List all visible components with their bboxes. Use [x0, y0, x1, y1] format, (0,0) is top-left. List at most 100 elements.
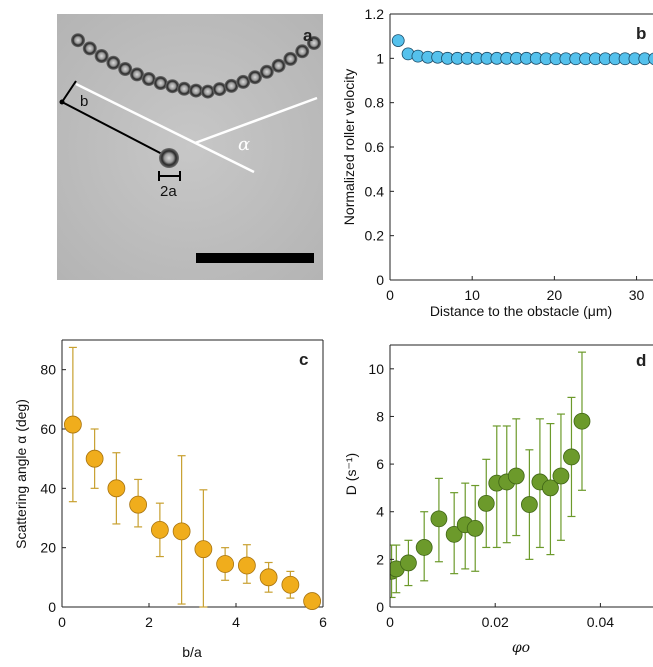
d-data-point	[445, 525, 463, 543]
c-data-point	[303, 592, 322, 610]
d-data-point	[573, 412, 591, 430]
chain-bead	[283, 51, 298, 66]
chain-bead	[295, 44, 310, 59]
scale-bar	[196, 253, 314, 263]
impact-point	[59, 99, 65, 105]
d-y-tick-label: 6	[376, 456, 384, 472]
b-y-tick-label: 0.8	[365, 95, 385, 111]
c-data-point	[63, 415, 82, 434]
c-y-tick-label: 80	[40, 362, 56, 378]
b-x-axis-label: Distance to the obstacle (μm)	[430, 303, 612, 319]
c-data-point	[194, 540, 213, 559]
c-data-point	[172, 522, 191, 541]
chain-bead	[94, 49, 109, 63]
c-x-tick-label: 0	[58, 614, 66, 630]
chain-bead	[71, 33, 85, 48]
d-data-point	[507, 467, 525, 485]
panel-letter-a: a	[303, 26, 313, 45]
b-x-tick-label: 20	[547, 287, 563, 303]
b-y-tick-label: 0	[376, 272, 384, 288]
roller-chain	[71, 33, 321, 99]
impact-parameter-line	[61, 101, 165, 156]
c-y-tick-label: 60	[40, 421, 56, 437]
chain-bead	[224, 78, 239, 93]
b-y-tick-label: 1.2	[365, 6, 385, 22]
b-x-tick-label: 10	[464, 287, 480, 303]
c-data-point	[259, 568, 278, 587]
c-x-tick-label: 2	[145, 614, 153, 630]
chain-bead	[236, 74, 251, 89]
chain-bead	[200, 84, 215, 99]
obstacle-bead	[159, 148, 179, 168]
chain-bead	[141, 72, 156, 86]
chart-b: 0 10 20 30 0 0.2 0.4 0.6 0.8 1 1.2 Distance to the…	[341, 6, 653, 319]
b-y-tick-label: 0.2	[365, 228, 385, 244]
chain-bead	[307, 36, 321, 50]
panel-letter-d: d	[636, 351, 646, 370]
chain-bead	[82, 41, 97, 56]
b-y-axis-label: Normalized roller velocity	[341, 69, 357, 225]
chain-bead	[271, 58, 286, 73]
b-x-tick-label: 30	[629, 287, 645, 303]
chain-bead	[106, 55, 121, 70]
c-x-tick-label: 6	[319, 614, 327, 630]
c-y-tick-label: 40	[40, 480, 56, 496]
impact-parameter-end	[61, 80, 77, 103]
panel-letter-b: b	[636, 24, 646, 43]
chain-bead	[189, 83, 203, 98]
d-data-point	[477, 494, 495, 512]
white-obstacle-line	[194, 96, 318, 145]
d-data-point	[430, 510, 448, 528]
d-data-point	[563, 448, 580, 466]
b-y-tick-label: 1	[376, 50, 384, 66]
d-data-point	[415, 539, 433, 556]
b-x-tick-label: 0	[386, 287, 394, 303]
chain-bead	[248, 70, 262, 85]
chain-bead	[165, 79, 180, 94]
c-data-point	[216, 555, 235, 573]
b-data-point	[648, 52, 653, 65]
d-x-tick-label: 0.02	[482, 614, 509, 630]
d-x-axis-label: φo	[512, 640, 530, 656]
c-data-point	[237, 556, 256, 575]
c-y-tick-label: 0	[48, 599, 56, 615]
d-data-point	[466, 520, 484, 537]
d-x-tick-label: 0.04	[587, 614, 614, 630]
d-data-point	[542, 479, 559, 497]
chain-bead	[153, 76, 168, 90]
microscopy-image-panel: b α 2a a	[57, 14, 323, 280]
label-b: b	[80, 93, 88, 110]
white-trajectory-line	[75, 82, 255, 174]
c-x-tick-label: 4	[232, 614, 240, 630]
chain-bead	[118, 62, 133, 76]
chart-d: 0 0.02 0.04 0 2 4 6 8 10 φo D (s⁻¹) d	[343, 344, 653, 656]
chain-bead	[130, 67, 144, 82]
d-y-tick-label: 0	[376, 599, 384, 615]
c-data-point	[107, 479, 126, 498]
c-data-point	[129, 495, 148, 514]
panel-letter-c: c	[299, 350, 308, 369]
chain-bead	[177, 81, 192, 96]
d-y-tick-label: 4	[376, 504, 384, 520]
label-alpha: α	[238, 134, 250, 155]
d-x-tick-label: 0	[386, 614, 394, 630]
d-data-point	[520, 496, 538, 513]
b-y-tick-label: 0.4	[365, 183, 385, 199]
b-y-tick-label: 0.6	[365, 139, 385, 155]
c-data-point	[281, 575, 300, 594]
c-x-axis-label: b/a	[182, 644, 202, 660]
chain-bead	[259, 64, 274, 79]
d-data-point	[400, 554, 417, 572]
chain-bead	[212, 82, 227, 97]
d-data-point	[552, 467, 570, 485]
d-y-tick-label: 8	[376, 408, 384, 424]
c-data-point	[150, 520, 169, 539]
d-y-tick-label: 2	[376, 551, 384, 567]
d-y-tick-label: 10	[368, 361, 384, 377]
label-2a: 2a	[160, 183, 177, 200]
d-y-axis-label: D (s⁻¹)	[343, 453, 359, 495]
c-y-axis-label: Scattering angle α (deg)	[13, 399, 29, 549]
b-data-point	[391, 34, 405, 47]
